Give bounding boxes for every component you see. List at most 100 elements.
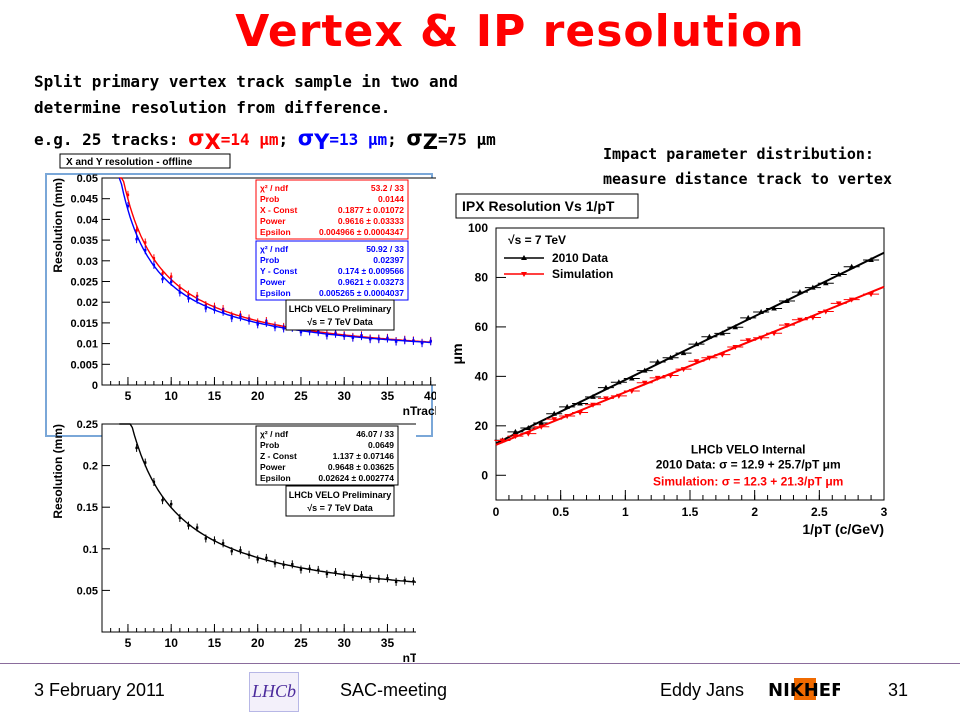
- ip-sim-point: [667, 373, 674, 379]
- data-point-z: [317, 568, 320, 572]
- ip-plot-area: [495, 227, 885, 501]
- ip-x-axis-label: 1/pT (c/GeV): [802, 521, 884, 537]
- y-axis-label: Resolution (mm): [51, 178, 65, 273]
- ip-data-point: [641, 367, 648, 373]
- data-point-y: [247, 319, 251, 322]
- x-tick-label: 30: [338, 389, 352, 403]
- y-tick-label: 0.005: [70, 359, 98, 371]
- svg-text:NIKHEF: NIKHEF: [768, 680, 840, 701]
- data-point-x: [126, 193, 130, 197]
- ip-data-point: [590, 393, 596, 399]
- ip-fit-line-1: [495, 285, 885, 446]
- chart-title: X and Y resolution - offline: [66, 157, 193, 168]
- data-point-y: [282, 327, 285, 330]
- stats-key: Prob: [260, 194, 279, 204]
- data-point-y: [420, 341, 424, 345]
- ip-y-tick-label: 40: [475, 369, 489, 383]
- ip-desc-line-2: measure distance track to vertex: [603, 170, 892, 188]
- footer-meeting: SAC-meeting: [340, 680, 448, 700]
- data-point-y: [195, 298, 199, 301]
- ip-sim-point: [693, 359, 700, 365]
- data-point-z: [394, 580, 398, 584]
- data-point-z: [265, 556, 268, 560]
- ip-data-point: [538, 419, 545, 425]
- data-point-z: [386, 577, 389, 580]
- ip-legend-data-marker: [521, 255, 527, 260]
- stats-key: Epsilon: [260, 473, 291, 483]
- intro-line-3: e.g. 25 tracks: σX=14 μm; σY=13 μm; σZ=7…: [34, 126, 496, 155]
- xy-resolution-chart: X and Y resolution - offline 5 10 15 20 25 30 3…: [45, 153, 436, 437]
- ip-data-point: [564, 403, 570, 409]
- data-point-z: [299, 568, 303, 571]
- stats-value: 0.174 ± 0.009566: [338, 266, 404, 276]
- label-box: [285, 299, 395, 331]
- data-point-z: [230, 549, 233, 553]
- ip-sim-point: [732, 345, 739, 351]
- data-point-z: [221, 542, 225, 545]
- y-tick-label: 0: [92, 380, 98, 392]
- ip-data-point: [823, 280, 829, 286]
- data-point-y: [368, 337, 372, 341]
- y-tick-label: 0.045: [70, 194, 98, 206]
- ip-legend-data: 2010 Data: [552, 251, 608, 265]
- data-point-y: [429, 340, 432, 343]
- x-tick-label: 5: [125, 636, 132, 650]
- stats-value: 0.02624 ± 0.002774: [318, 473, 394, 483]
- ip-data-point: [706, 333, 713, 339]
- ip-x-tick-label: 1: [622, 505, 629, 519]
- ip-data-point: [868, 256, 874, 262]
- stats-value: 0.004966 ± 0.0004347: [319, 227, 404, 237]
- stats-value: 50.92 / 33: [366, 244, 404, 254]
- data-point-z: [343, 573, 346, 577]
- ip-data-point: [512, 428, 519, 434]
- data-point-y: [265, 321, 268, 325]
- slide-title: Vertex & IP resolution: [235, 6, 805, 57]
- z-resolution-chart: 5101520253035400.050.10.150.20.25nTracks…: [51, 419, 416, 662]
- stats-value: 0.02397: [373, 255, 404, 265]
- data-point-x: [135, 229, 138, 232]
- y-tick-label: 0.035: [70, 235, 98, 247]
- ip-x-tick-label: 0: [493, 505, 500, 519]
- ip-sim-point: [719, 352, 726, 358]
- data-point-y: [377, 337, 380, 341]
- ip-y-tick-label: 80: [475, 270, 489, 284]
- sigma-y-value: =13 μm: [329, 130, 388, 149]
- data-point-y: [230, 316, 233, 320]
- ip-data-point: [654, 358, 661, 364]
- ip-data-point: [810, 284, 816, 290]
- ip-x-tick-label: 0.5: [552, 505, 569, 519]
- ip-x-tick-label: 3: [881, 505, 888, 519]
- ip-data-point: [745, 314, 751, 320]
- data-point-y: [394, 340, 398, 343]
- ip-sim-point: [706, 355, 713, 361]
- data-point-x: [170, 275, 173, 278]
- data-point-z: [334, 570, 337, 574]
- y-tick-label: 0.015: [70, 318, 98, 330]
- eg-prefix: e.g. 25 tracks: [34, 130, 169, 149]
- data-point-y: [351, 336, 355, 339]
- intro-line-1: Split primary vertex track sample in two…: [34, 72, 458, 91]
- ip-sim-point: [512, 434, 519, 440]
- ip-sim-point: [525, 431, 532, 437]
- data-point-z: [161, 498, 164, 502]
- stats-key: Prob: [260, 440, 279, 450]
- data-point-y: [360, 334, 363, 338]
- sigma-y-sub: Y: [314, 130, 330, 155]
- y-tick-label: 0.25: [77, 419, 98, 431]
- stats-key: Z - Const: [260, 451, 297, 461]
- data-point-y: [308, 330, 311, 333]
- y-tick-label: 0.03: [77, 256, 98, 268]
- y-tick-label: 0.02: [77, 297, 98, 309]
- x-tick-label: 15: [208, 636, 222, 650]
- data-point-y: [299, 330, 303, 334]
- ip-sim-point: [603, 396, 609, 402]
- ip-description: Impact parameter distribution: measure d…: [603, 142, 892, 192]
- data-point-z: [144, 461, 147, 464]
- stats-key: χ² / ndf: [260, 429, 288, 439]
- x-tick-label: 15: [208, 389, 222, 403]
- data-point-y: [204, 307, 207, 310]
- data-point-y: [221, 310, 225, 313]
- stats-key: X - Const: [260, 205, 297, 215]
- ip-sim-point: [616, 393, 622, 399]
- x-tick-label: 10: [165, 389, 179, 403]
